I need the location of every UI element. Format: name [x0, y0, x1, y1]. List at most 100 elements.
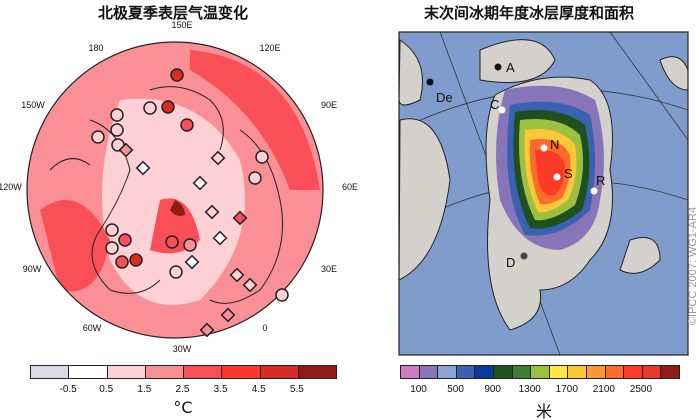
longitude-label: 120E [259, 43, 281, 53]
colorbar-swatch [69, 366, 108, 378]
site-circle-marker [170, 68, 184, 82]
longitude-label: 60W [82, 323, 102, 333]
longitude-label: 90E [320, 100, 338, 110]
ice-core-site-dot [498, 106, 506, 114]
thickness-colorbar [400, 365, 680, 379]
colorbar-swatch [586, 366, 606, 378]
colorbar-swatch [456, 366, 476, 378]
site-circle-marker [105, 241, 119, 255]
colorbar-swatch [605, 366, 625, 378]
colorbar-tick-label: 1700 [555, 384, 578, 395]
site-diamond-marker [184, 254, 200, 270]
temperature-unit: °C [173, 398, 193, 417]
ice-core-site-dot [494, 63, 502, 71]
greenland-ice-map [399, 32, 688, 355]
site-diamond-marker [192, 175, 208, 191]
longitude-label: 180 [88, 43, 104, 53]
colorbar-swatch [438, 366, 457, 378]
site-circle-marker [105, 223, 119, 237]
site-diamond-marker [220, 307, 236, 323]
site-circle-marker [118, 233, 132, 247]
colorbar-swatch [298, 366, 336, 378]
colorbar-swatch [222, 366, 261, 378]
colorbar-swatch [493, 366, 513, 378]
colorbar-tick-label: 500 [447, 384, 464, 395]
colorbar-tick-label: 4.5 [251, 384, 266, 395]
colorbar-swatch [31, 366, 70, 378]
site-diamond-marker [229, 267, 245, 283]
map-frame [398, 31, 689, 356]
colorbar-swatch [107, 366, 146, 378]
colorbar-swatch [419, 366, 439, 378]
colorbar-swatch [475, 366, 494, 378]
site-circle-marker [165, 235, 179, 249]
site-diamond-marker [210, 150, 226, 166]
colorbar-swatch [260, 366, 299, 378]
colorbar-swatch [661, 366, 679, 378]
colorbar-tick-label: 2100 [592, 384, 615, 395]
colorbar-tick-label: 1300 [518, 384, 541, 395]
longitude-label: 150E [171, 20, 193, 30]
colorbar-swatch [401, 366, 420, 378]
colorbar-tick-label: 2500 [629, 384, 653, 395]
longitude-label: 90W [22, 264, 42, 274]
thickness-unit: 米 [535, 402, 553, 420]
longitude-label: 0 [262, 323, 268, 333]
longitude-label: 30W [172, 344, 192, 354]
colorbar-tick-label: 900 [484, 384, 501, 395]
ice-core-site-dot [540, 144, 548, 152]
colorbar-tick-label: -0.5 [59, 384, 77, 395]
site-circle-marker [110, 123, 124, 137]
credit: ©IPCC 2007: WG1-AR4 [686, 206, 699, 326]
site-circle-marker [161, 100, 175, 114]
site-circle-marker [180, 118, 194, 132]
longitude-label: 30E [320, 264, 338, 274]
colorbar-swatch [145, 366, 184, 378]
longitude-label: 120W [0, 182, 22, 192]
site-circle-marker [183, 238, 197, 252]
site-circle-marker [115, 255, 129, 269]
ice-core-site-dot [553, 173, 561, 181]
ice-core-site-label: De [436, 90, 453, 105]
site-circle-marker [169, 265, 183, 279]
colorbar-swatch [642, 366, 662, 378]
site-diamond-marker [118, 142, 134, 158]
site-circle-marker [129, 253, 143, 267]
site-circle-marker [110, 108, 124, 122]
site-circle-marker [91, 130, 105, 144]
colorbar-swatch [624, 366, 643, 378]
ice-core-site-label: R [596, 173, 605, 188]
colorbar-tick-label: 0.5 [99, 384, 114, 395]
ice-core-site-dot [520, 252, 528, 260]
colorbar-swatch [531, 366, 550, 378]
longitude-label: 60E [341, 182, 359, 192]
ice-core-site-label: D [506, 255, 515, 270]
site-diamond-marker [204, 204, 220, 220]
ice-core-site-label: A [506, 60, 515, 75]
colorbar-tick-label: 1.5 [137, 384, 152, 395]
ice-core-sites: A De C NS R D [426, 60, 605, 270]
temperature-colorbar [30, 365, 337, 379]
ice-core-site-label: C [490, 97, 499, 112]
site-diamond-marker [199, 322, 215, 338]
site-circle-marker [248, 171, 262, 185]
colorbar-swatch [568, 366, 587, 378]
site-diamond-marker [212, 230, 228, 246]
site-circle-marker [143, 101, 157, 115]
colorbar-tick-label: 2.5 [175, 384, 190, 395]
colorbar-tick-label: 3.5 [213, 384, 228, 395]
left-title: 北极夏季表层气温变化 [98, 4, 249, 22]
longitude-label: 150W [21, 100, 45, 110]
colorbar-swatch [549, 366, 569, 378]
map-boundary [26, 41, 324, 339]
ice-core-site-label: S [564, 166, 573, 181]
colorbar-tick-label: 100 [410, 384, 427, 395]
site-diamond-marker [232, 210, 248, 226]
site-diamond-marker [135, 160, 151, 176]
right-title: 末次间冰期年度冰层厚度和面积 [424, 4, 635, 22]
colorbar-swatch [184, 366, 223, 378]
colorbar-swatch [512, 366, 532, 378]
ice-core-site-dot [590, 187, 598, 195]
